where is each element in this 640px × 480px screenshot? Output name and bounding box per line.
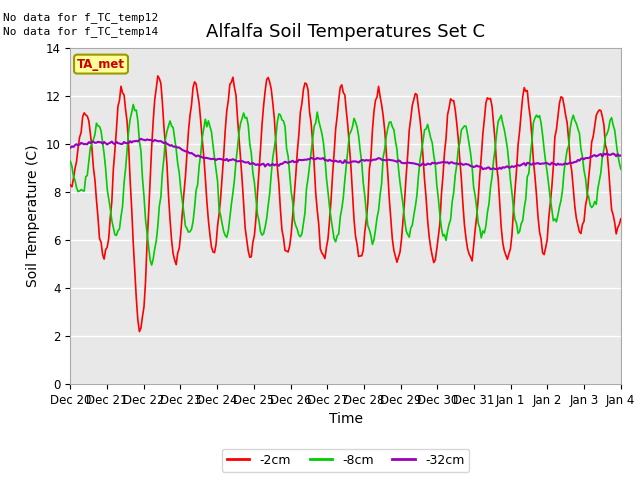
Y-axis label: Soil Temperature (C): Soil Temperature (C) (26, 145, 40, 287)
Legend: -2cm, -8cm, -32cm: -2cm, -8cm, -32cm (222, 449, 469, 472)
Text: No data for f_TC_temp12: No data for f_TC_temp12 (3, 12, 159, 23)
X-axis label: Time: Time (328, 412, 363, 426)
Text: No data for f_TC_temp14: No data for f_TC_temp14 (3, 26, 159, 37)
Title: Alfalfa Soil Temperatures Set C: Alfalfa Soil Temperatures Set C (206, 23, 485, 41)
Text: TA_met: TA_met (77, 58, 125, 71)
